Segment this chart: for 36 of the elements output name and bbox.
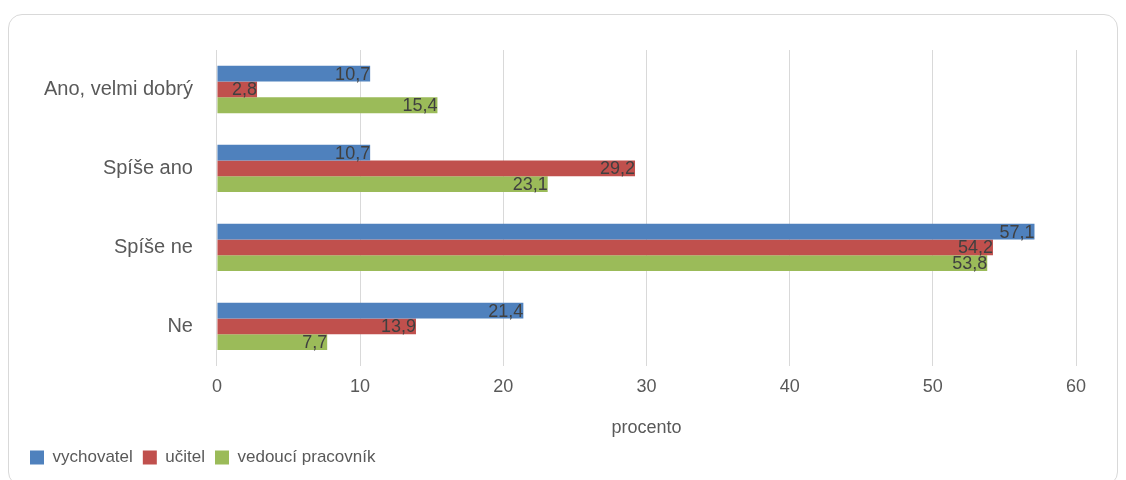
bar — [217, 302, 524, 319]
data-label: 10,7 — [335, 63, 371, 84]
data-label: 10,7 — [335, 142, 371, 163]
x-axis-title: procento — [611, 417, 682, 438]
bar — [217, 144, 371, 161]
data-label: 29,2 — [599, 158, 636, 179]
bar — [217, 318, 416, 335]
x-tick-label: 20 — [493, 375, 514, 396]
x-tick-label: 50 — [922, 375, 943, 396]
bar — [217, 97, 438, 114]
x-tick-label: 30 — [636, 375, 657, 396]
bar — [217, 160, 636, 177]
legend-label: vychovatel — [52, 447, 133, 467]
data-label: 57,1 — [999, 221, 1035, 242]
data-label: 23,1 — [512, 174, 548, 195]
data-label: 2,8 — [232, 79, 258, 100]
data-label: 13,9 — [380, 316, 416, 337]
data-label: 15,4 — [402, 95, 438, 116]
y-tick-label: Spíše ano — [102, 155, 193, 178]
x-tick-label: 0 — [211, 375, 222, 396]
bar — [217, 176, 548, 193]
y-tick-label: Ne — [167, 313, 193, 336]
bar — [217, 239, 993, 256]
bar — [217, 334, 328, 351]
legend-label: vedoucí pracovník — [237, 447, 376, 467]
x-tick-label: 40 — [779, 375, 800, 396]
data-label: 7,7 — [302, 332, 328, 353]
y-tick-label: Spíše ne — [114, 234, 193, 257]
x-tick-label: 10 — [350, 375, 371, 396]
bar — [217, 223, 1035, 240]
bar — [217, 255, 988, 272]
bar — [217, 65, 371, 82]
data-label: 21,4 — [488, 300, 524, 321]
x-tick-label: 60 — [1065, 375, 1087, 396]
y-tick-label: Ano, velmi dobrý — [43, 76, 193, 99]
legend-label: učitel — [165, 447, 206, 467]
